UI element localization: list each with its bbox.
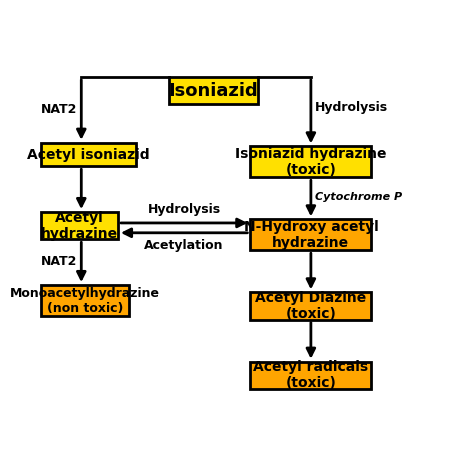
FancyBboxPatch shape bbox=[169, 77, 258, 104]
FancyBboxPatch shape bbox=[250, 146, 372, 177]
FancyBboxPatch shape bbox=[250, 362, 372, 389]
FancyBboxPatch shape bbox=[41, 143, 137, 166]
Text: NAT2: NAT2 bbox=[41, 255, 78, 268]
Text: Isoniazid hydrazine
(toxic): Isoniazid hydrazine (toxic) bbox=[235, 147, 387, 177]
Text: Acetylation: Acetylation bbox=[145, 239, 224, 252]
Text: Acetyl
hydrazine: Acetyl hydrazine bbox=[41, 210, 118, 241]
FancyBboxPatch shape bbox=[41, 212, 118, 239]
Text: Acetyl Diazine
(toxic): Acetyl Diazine (toxic) bbox=[255, 291, 366, 321]
FancyBboxPatch shape bbox=[41, 285, 129, 316]
FancyBboxPatch shape bbox=[250, 219, 372, 250]
Text: NAT2: NAT2 bbox=[41, 103, 78, 116]
FancyBboxPatch shape bbox=[250, 292, 372, 319]
Text: Cytochrome P: Cytochrome P bbox=[315, 192, 401, 202]
Text: Acetyl isoniazid: Acetyl isoniazid bbox=[27, 147, 150, 162]
Text: N-Hydroxy acetyl
hydrazine: N-Hydroxy acetyl hydrazine bbox=[244, 220, 378, 250]
Text: Acetyl radicals
(toxic): Acetyl radicals (toxic) bbox=[253, 360, 368, 391]
Text: Isoniazid: Isoniazid bbox=[169, 82, 258, 100]
Text: Hydrolysis: Hydrolysis bbox=[315, 101, 388, 115]
Text: Monoacetylhydrazine
(non toxic): Monoacetylhydrazine (non toxic) bbox=[10, 286, 160, 315]
Text: Hydrolysis: Hydrolysis bbox=[147, 203, 221, 216]
